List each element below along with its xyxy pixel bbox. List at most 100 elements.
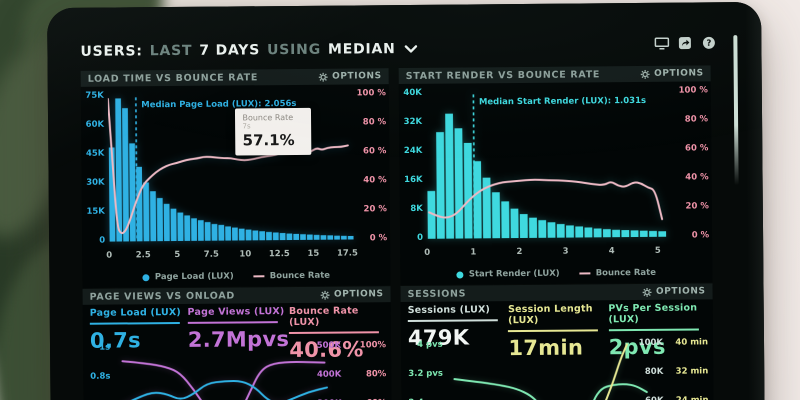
axis-tick: 80 %	[362, 117, 387, 128]
scrollbar[interactable]	[733, 35, 739, 186]
histogram-bar[interactable]	[245, 229, 252, 241]
histogram-bar[interactable]	[658, 231, 667, 237]
options-button[interactable]: OPTIONS	[319, 71, 382, 82]
histogram-bar[interactable]	[293, 233, 300, 240]
histogram-bar[interactable]	[300, 234, 306, 240]
histogram-bar[interactable]	[259, 231, 266, 241]
histogram-bar[interactable]	[445, 113, 455, 239]
histogram-bar[interactable]	[232, 227, 238, 241]
histogram-bar[interactable]	[529, 217, 538, 238]
title-using: USING	[267, 41, 322, 59]
histogram-bar[interactable]	[238, 228, 245, 241]
help-icon[interactable]: ?	[702, 36, 717, 49]
histogram-bar[interactable]	[639, 230, 648, 237]
histogram-bar[interactable]	[649, 230, 657, 237]
histogram-bar[interactable]	[286, 233, 293, 241]
x-axis-tick: 12.5	[268, 249, 290, 260]
start-render-chart-canvas	[426, 90, 667, 239]
display-icon[interactable]	[654, 37, 670, 50]
histogram-bar[interactable]	[272, 232, 279, 241]
y-axis-right: 100 % 80 % 60 % 40 % 20 % 0 %	[676, 85, 712, 240]
histogram-bar[interactable]	[129, 143, 136, 242]
histogram-bar[interactable]	[170, 208, 177, 242]
line-series-cyan	[123, 380, 327, 400]
histogram-bar[interactable]	[211, 223, 218, 241]
histogram-bar[interactable]	[593, 228, 602, 238]
options-button[interactable]: OPTIONS	[642, 286, 706, 297]
histogram-bar[interactable]	[501, 201, 510, 239]
histogram-bar[interactable]	[143, 182, 150, 242]
histogram-bar[interactable]	[191, 218, 198, 241]
legend-item-bounce-rate[interactable]: Bounce Rate	[579, 268, 656, 279]
histogram-bar[interactable]	[184, 215, 191, 241]
time-range-selector[interactable]: 7 DAYS	[199, 42, 261, 59]
histogram-bar[interactable]	[491, 192, 501, 239]
legend-item-page-load[interactable]: Page Load (LUX)	[142, 272, 234, 283]
toolbar: ?	[654, 36, 717, 50]
axis-tick: 16K	[404, 174, 423, 186]
histogram-bar[interactable]	[327, 235, 334, 240]
histogram-bar[interactable]	[612, 229, 621, 238]
histogram-bar[interactable]	[538, 220, 547, 238]
histogram-bar[interactable]	[163, 203, 170, 242]
histogram-bar[interactable]	[313, 234, 320, 240]
y-axis-right: 100 % 80 % 60 % 40 % 20 % 0 %	[354, 88, 390, 243]
histogram-bar[interactable]	[510, 208, 519, 239]
histogram-bar[interactable]	[218, 224, 225, 241]
chevron-down-icon[interactable]	[404, 41, 418, 57]
options-button[interactable]: OPTIONS	[320, 289, 384, 300]
bezel-highlight	[745, 1, 765, 400]
histogram-bar[interactable]	[197, 220, 204, 241]
histogram-bar[interactable]	[566, 225, 574, 238]
axis-tick-row: 4 pvs	[417, 339, 443, 350]
histogram-bar[interactable]	[204, 222, 211, 241]
dashboard-screen: USERS: LAST 7 DAYS USING MEDIAN ?	[47, 1, 765, 400]
histogram-bar[interactable]	[150, 191, 157, 242]
histogram-bar[interactable]	[225, 226, 232, 241]
axis-tick: 80 %	[684, 114, 709, 125]
histogram-bar[interactable]	[602, 229, 611, 238]
histogram-bar[interactable]	[122, 108, 129, 242]
y-axis-left: 75K 60K 45K 30K 15K 0	[81, 91, 105, 246]
share-icon[interactable]	[678, 36, 693, 50]
histogram-bar[interactable]	[320, 235, 327, 240]
histogram-bar[interactable]	[347, 235, 354, 240]
histogram-bar[interactable]	[463, 142, 473, 239]
legend-item-start-render[interactable]: Start Render (LUX)	[456, 269, 560, 280]
histogram-bar[interactable]	[473, 161, 482, 239]
histogram-bar[interactable]	[584, 227, 593, 238]
axis-tick-row: 3.2 pvs	[408, 368, 444, 379]
axis-tick: 0 %	[691, 230, 710, 241]
axis-tick: 60K	[85, 119, 105, 130]
histogram-bar[interactable]	[519, 214, 528, 239]
histogram-bar[interactable]	[341, 235, 347, 240]
options-button[interactable]: OPTIONS	[641, 68, 704, 79]
x-axis-tick: 3	[562, 246, 569, 257]
histogram-bar[interactable]	[266, 231, 272, 241]
median-dropdown[interactable]: MEDIAN	[327, 41, 396, 58]
panel-sessions: SESSIONS OPTIONS Sessions (LUX) 479K Sessi…	[400, 283, 714, 400]
histogram-bar[interactable]	[454, 128, 464, 239]
histogram-bar[interactable]	[136, 166, 143, 242]
panel-title: PAGE VIEWS VS ONLOAD	[89, 289, 235, 303]
panel-header: PAGE VIEWS VS ONLOAD OPTIONS	[82, 286, 391, 305]
histogram-bar[interactable]	[427, 190, 436, 239]
histogram-bar[interactable]	[547, 222, 556, 238]
histogram-bar[interactable]	[306, 234, 313, 240]
histogram-bar[interactable]	[556, 224, 565, 238]
histogram-bar[interactable]	[436, 132, 445, 239]
histogram-bar[interactable]	[621, 230, 630, 238]
histogram-bar[interactable]	[630, 230, 639, 238]
histogram-bar[interactable]	[334, 235, 340, 240]
legend-item-bounce-rate[interactable]: Bounce Rate	[253, 271, 330, 282]
histogram-bar[interactable]	[177, 212, 184, 241]
histogram-bar[interactable]	[252, 230, 259, 241]
histogram-bar[interactable]	[279, 232, 286, 241]
bounce-rate-line	[429, 179, 662, 221]
page-views-onload-canvas	[109, 341, 332, 400]
histogram-bar[interactable]	[575, 226, 584, 238]
histogram-bar[interactable]	[115, 98, 123, 242]
histogram-bar[interactable]	[156, 198, 164, 242]
histogram-bar[interactable]	[482, 177, 491, 239]
